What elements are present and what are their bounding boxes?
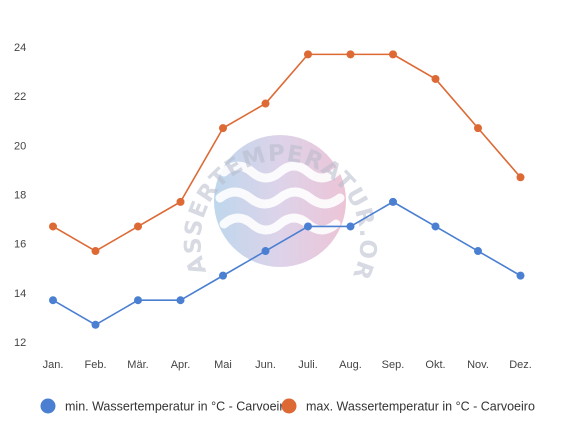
y-tick-label: 16 <box>14 239 26 251</box>
data-point[interactable] <box>134 296 142 305</box>
data-point[interactable] <box>176 296 185 305</box>
data-point[interactable] <box>91 247 100 256</box>
data-point[interactable] <box>304 50 312 59</box>
data-point[interactable] <box>304 222 312 231</box>
data-point[interactable] <box>516 271 525 280</box>
series-min <box>49 197 525 329</box>
legend: min. Wassertemperatur in °C - Carvoeiro m… <box>40 398 535 414</box>
x-tick-label: Okt. <box>425 359 445 371</box>
x-tick-label: Apr. <box>171 359 191 371</box>
series-layer <box>49 50 525 329</box>
legend-item-max[interactable]: max. Wassertemperatur in °C - Carvoeiro <box>281 398 535 414</box>
y-tick-label: 20 <box>14 140 26 152</box>
data-point[interactable] <box>261 99 270 108</box>
x-tick-label: Mai <box>214 359 232 371</box>
data-point[interactable] <box>516 173 525 182</box>
data-point[interactable] <box>261 247 270 256</box>
series-line <box>52 201 521 326</box>
data-point[interactable] <box>134 222 142 231</box>
y-tick-label: 12 <box>14 337 26 349</box>
x-tick-label: Jan. <box>43 359 64 371</box>
series-max <box>49 50 525 256</box>
legend-label: min. Wassertemperatur in °C - Carvoeiro <box>65 400 290 414</box>
data-point[interactable] <box>389 50 397 59</box>
x-tick-label: Dez. <box>509 359 532 371</box>
data-point[interactable] <box>49 296 57 305</box>
y-tick-label: 24 <box>14 42 26 54</box>
data-point[interactable] <box>91 320 100 329</box>
data-point[interactable] <box>474 247 482 256</box>
x-tick-label: Aug. <box>339 359 362 371</box>
legend-item-min[interactable]: min. Wassertemperatur in °C - Carvoeiro <box>40 398 291 414</box>
x-tick-label: Nov. <box>467 359 489 371</box>
data-point[interactable] <box>176 197 185 206</box>
watermark: WASSERTEMPERATUR.ORG <box>0 0 380 284</box>
y-tick-label: 14 <box>14 288 26 300</box>
legend-label: max. Wassertemperatur in °C - Carvoeiro <box>306 400 535 414</box>
watermark-waves-icon <box>215 161 345 235</box>
data-point[interactable] <box>219 271 227 280</box>
x-tick-label: Jun. <box>255 359 276 371</box>
x-tick-label: Feb. <box>84 359 106 371</box>
data-point[interactable] <box>219 124 227 133</box>
y-tick-label: 22 <box>14 91 26 103</box>
legend-marker <box>40 398 56 414</box>
legend-marker <box>281 398 297 414</box>
data-point[interactable] <box>431 222 440 231</box>
x-tick-label: Sep. <box>382 359 405 371</box>
y-tick-label: 18 <box>14 190 26 202</box>
data-point[interactable] <box>346 222 355 231</box>
data-point[interactable] <box>49 222 57 231</box>
series-line <box>52 53 522 252</box>
data-point[interactable] <box>346 50 355 59</box>
data-point[interactable] <box>474 124 482 133</box>
x-tick-label: Juli. <box>298 359 318 371</box>
data-point[interactable] <box>389 197 397 206</box>
x-tick-label: Mär. <box>127 359 148 371</box>
y-axis: 12 14 16 18 20 22 24 <box>14 42 26 349</box>
x-axis: Jan. Feb. Mär. Apr. Mai Jun. Juli. Aug. Sep. Okt.… <box>43 359 532 371</box>
data-point[interactable] <box>431 74 440 83</box>
